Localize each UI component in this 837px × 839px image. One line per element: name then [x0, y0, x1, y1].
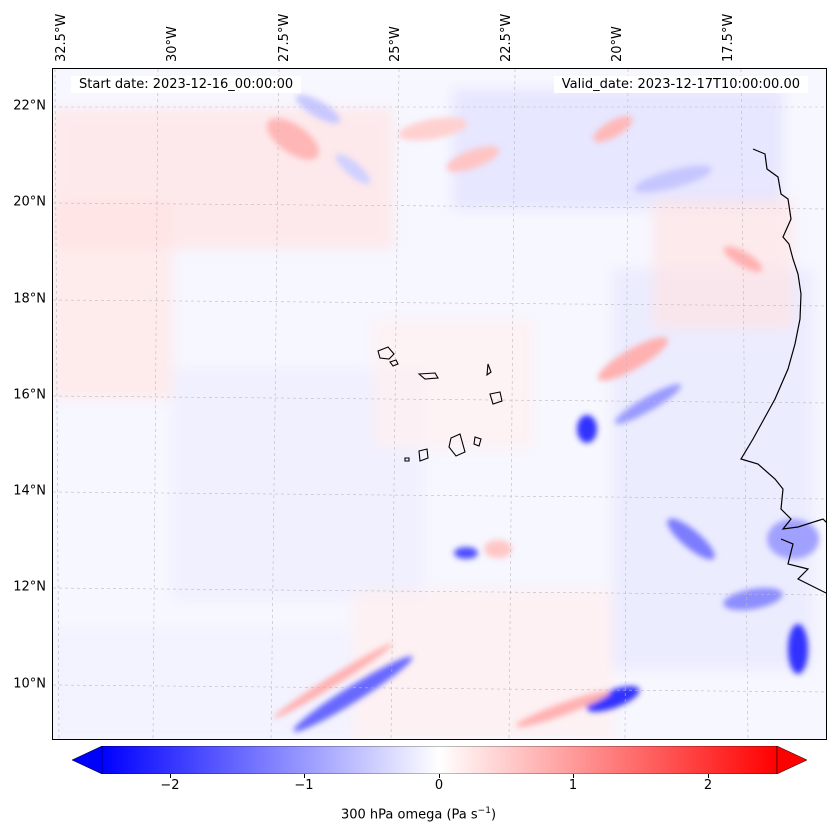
lat-label-20n: 20°N: [13, 194, 46, 210]
colorbar-tick-neg1: −1: [294, 778, 314, 793]
colorbar-tick-mark-neg2: [170, 774, 171, 778]
lat-label-14n: 14°N: [13, 483, 46, 499]
lat-label-10n: 10°N: [13, 676, 46, 692]
islands: [377, 346, 503, 462]
colorbar-tick-mark-0: [439, 774, 440, 778]
colorbar-label-text: 300 hPa omega (Pa s: [340, 807, 478, 823]
colorbar-tick-mark-2: [708, 774, 709, 778]
lat-label-22n: 22°N: [13, 98, 46, 114]
colorbar: [71, 745, 808, 775]
colorbar-tick-mark-1: [573, 774, 574, 778]
lat-label-18n: 18°N: [13, 291, 46, 307]
lat-label-16n: 16°N: [13, 387, 46, 403]
lon-label-30w: 30°W: [165, 26, 180, 62]
colorbar-min-extend: [71, 745, 103, 775]
start-date-label: Start date: 2023-12-16_00:00:00: [71, 76, 302, 93]
coastline: [740, 148, 826, 594]
valid-date-label: Valid_date: 2023-12-17T10:00:00.00: [553, 76, 808, 93]
colorbar-tick-0: 0: [434, 778, 444, 793]
colorbar-tick-neg2: −2: [160, 778, 180, 793]
colorbar-tick-1: 1: [568, 778, 578, 793]
colorbar-label-end: ): [490, 807, 497, 823]
colorbar-gradient: [101, 745, 778, 775]
colorbar-label: 300 hPa omega (Pa s−1): [0, 806, 837, 822]
omega-map: [52, 68, 827, 740]
graticule: [53, 69, 826, 739]
colorbar-tick-mark-neg1: [304, 774, 305, 778]
lon-label-27-5w: 27.5°W: [277, 13, 292, 62]
lon-label-22-5w: 22.5°W: [499, 13, 514, 62]
colorbar-tick-2: 2: [703, 778, 713, 793]
omega-streaks: [267, 94, 819, 732]
colorbar-max-extend: [776, 745, 808, 775]
colorbar-svg: [71, 745, 808, 775]
lon-label-17-5w: 17.5°W: [721, 13, 736, 62]
lon-label-20w: 20°W: [610, 26, 625, 62]
lon-label-25w: 25°W: [388, 26, 403, 62]
omega-field-svg: [53, 69, 826, 739]
colorbar-label-sup: −1: [477, 806, 491, 816]
lat-label-12n: 12°N: [13, 579, 46, 595]
lon-label-32-5w: 32.5°W: [54, 13, 69, 62]
